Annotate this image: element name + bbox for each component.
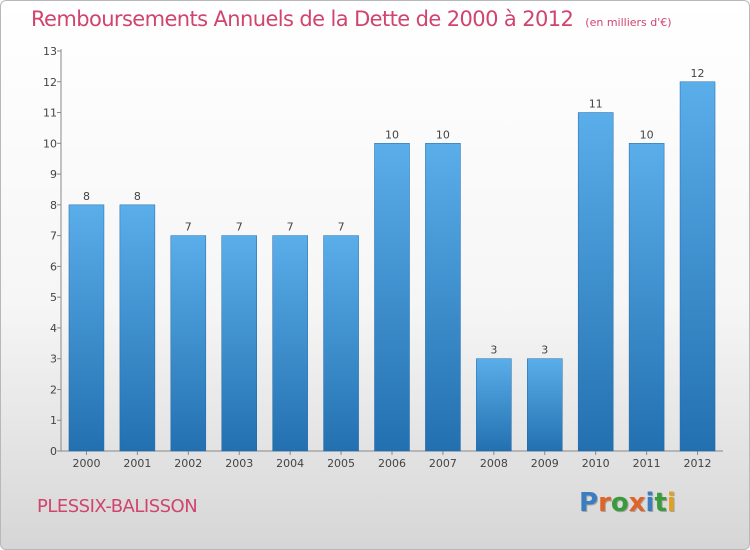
bar — [272, 235, 308, 452]
y-tick-label: 3 — [50, 353, 57, 366]
commune-name: PLESSIX-BALISSON — [37, 496, 198, 517]
x-tick-label: 2010 — [582, 457, 610, 470]
y-tick-label: 2 — [50, 383, 57, 396]
logo-letter: P — [579, 488, 599, 518]
bar-value-label: 8 — [83, 190, 90, 203]
bar-value-label: 3 — [541, 344, 548, 357]
chart-subtitle: (en milliers d'€) — [585, 16, 672, 29]
x-tick-label: 2001 — [123, 457, 151, 470]
bar-value-label: 12 — [691, 67, 705, 80]
x-tick-label: 2000 — [72, 457, 100, 470]
x-tick-label: 2011 — [633, 457, 661, 470]
bar — [323, 235, 359, 452]
bar — [527, 358, 563, 452]
x-tick-label: 2008 — [480, 457, 508, 470]
bars — [68, 81, 716, 452]
y-tick-label: 5 — [50, 291, 57, 304]
bar — [628, 143, 665, 452]
bar — [425, 143, 461, 452]
bar-value-label: 10 — [436, 128, 450, 141]
proxiti-logo[interactable]: Proxiti — [579, 488, 676, 518]
bar-value-label: 7 — [185, 221, 192, 234]
bar — [679, 81, 716, 452]
bar-value-label: 7 — [287, 221, 294, 234]
bar — [577, 112, 614, 452]
y-tick-label: 6 — [50, 260, 57, 273]
y-tick-label: 10 — [43, 137, 57, 150]
y-tick-label: 12 — [43, 76, 57, 89]
y-tick-label: 1 — [50, 414, 57, 427]
y-tick-label: 9 — [50, 168, 57, 181]
logo-letter: i — [666, 488, 676, 518]
bar-value-label: 7 — [236, 221, 243, 234]
bar — [374, 143, 410, 452]
x-tick-label: 2004 — [276, 457, 304, 470]
bar-value-label: 7 — [338, 221, 345, 234]
logo-letter: i — [645, 488, 655, 518]
chart-title: Remboursements Annuels de la Dette de 20… — [31, 7, 574, 31]
x-tick-label: 2007 — [429, 457, 457, 470]
bar — [170, 235, 207, 452]
bar-value-label: 11 — [589, 98, 603, 111]
y-tick-label: 8 — [50, 199, 57, 212]
bar-value-label: 10 — [640, 128, 654, 141]
logo-letter: r — [598, 488, 611, 518]
logo-letter: x — [628, 488, 646, 518]
y-tick-label: 7 — [50, 230, 57, 243]
title-row: Remboursements Annuels de la Dette de 20… — [31, 7, 672, 31]
bar — [119, 204, 156, 452]
x-tick-label: 2002 — [174, 457, 202, 470]
bar-labels: 8 8 7 7 7 7 10 10 3 3 11 10 12 — [83, 67, 705, 357]
bar — [68, 204, 105, 452]
x-tick-label: 2012 — [684, 457, 712, 470]
y-tick-label: 0 — [50, 445, 57, 458]
y-tick-label: 11 — [43, 107, 57, 120]
x-tick-label: 2006 — [378, 457, 406, 470]
x-tick-label: 2005 — [327, 457, 355, 470]
x-tick-label: 2009 — [531, 457, 559, 470]
logo-letter: o — [610, 488, 629, 518]
logo-letter: t — [654, 488, 667, 518]
x-tick-label: 2003 — [225, 457, 253, 470]
y-tick-label: 4 — [50, 322, 57, 335]
bar-value-label: 8 — [134, 190, 141, 203]
x-axis: 2000 2001 2002 2003 2004 2005 2006 2007 2008 2009… — [61, 450, 723, 470]
bar-value-label: 10 — [385, 128, 399, 141]
bar — [221, 235, 257, 452]
bar — [476, 358, 512, 452]
y-tick-label: 13 — [43, 45, 57, 58]
bar-value-label: 3 — [490, 344, 497, 357]
